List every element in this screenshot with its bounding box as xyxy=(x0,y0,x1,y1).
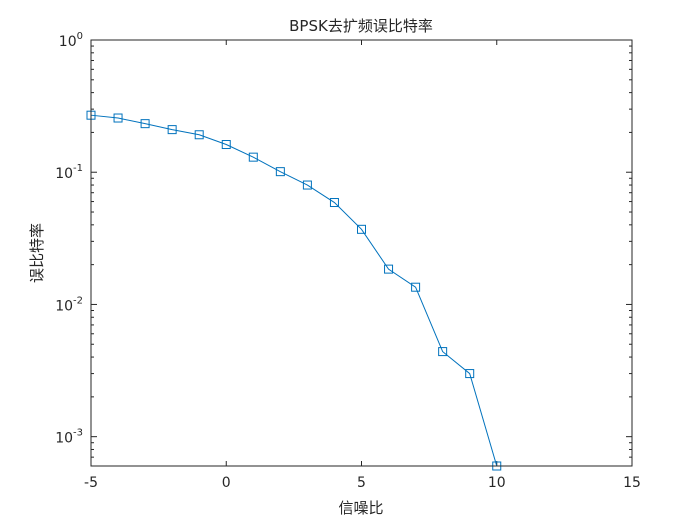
data-point-marker xyxy=(438,347,448,357)
data-point-marker xyxy=(411,282,421,292)
series-line xyxy=(90,114,498,467)
x-tick-label: 15 xyxy=(623,475,641,491)
x-tick-label: 0 xyxy=(222,475,231,491)
x-tick-label: 10 xyxy=(488,475,506,491)
plot-frame xyxy=(90,39,633,467)
data-point-marker xyxy=(465,369,475,379)
data-point-marker xyxy=(302,180,312,190)
data-point-marker xyxy=(384,264,394,274)
data-point-marker xyxy=(194,130,204,140)
y-tick-labels: 100 10-1 10-2 10-3 xyxy=(55,31,83,447)
y-axis-label: 误比特率 xyxy=(28,223,46,283)
data-point-marker xyxy=(221,140,231,150)
series-layer xyxy=(86,110,502,471)
y-tick-label: 10-2 xyxy=(55,295,83,314)
x-axis-label: 信噪比 xyxy=(338,499,383,517)
y-tick-label: 10-1 xyxy=(55,163,83,182)
y-tick-label: 100 xyxy=(59,31,83,50)
data-point-marker xyxy=(275,167,285,177)
data-point-marker xyxy=(140,119,150,129)
data-point-marker xyxy=(357,224,366,234)
y-tick-label: 10-3 xyxy=(55,428,83,447)
plot-background xyxy=(91,40,632,466)
data-point-marker xyxy=(248,152,258,162)
x-tick-label: -5 xyxy=(84,475,98,491)
x-tick-label: 5 xyxy=(357,475,366,491)
chart-title: BPSK去扩频误比特率 xyxy=(289,17,433,35)
data-point-marker xyxy=(113,113,123,123)
data-point-marker xyxy=(167,125,177,135)
x-tick-labels: -5 0 5 10 15 xyxy=(84,475,641,491)
data-point-marker xyxy=(329,198,339,208)
